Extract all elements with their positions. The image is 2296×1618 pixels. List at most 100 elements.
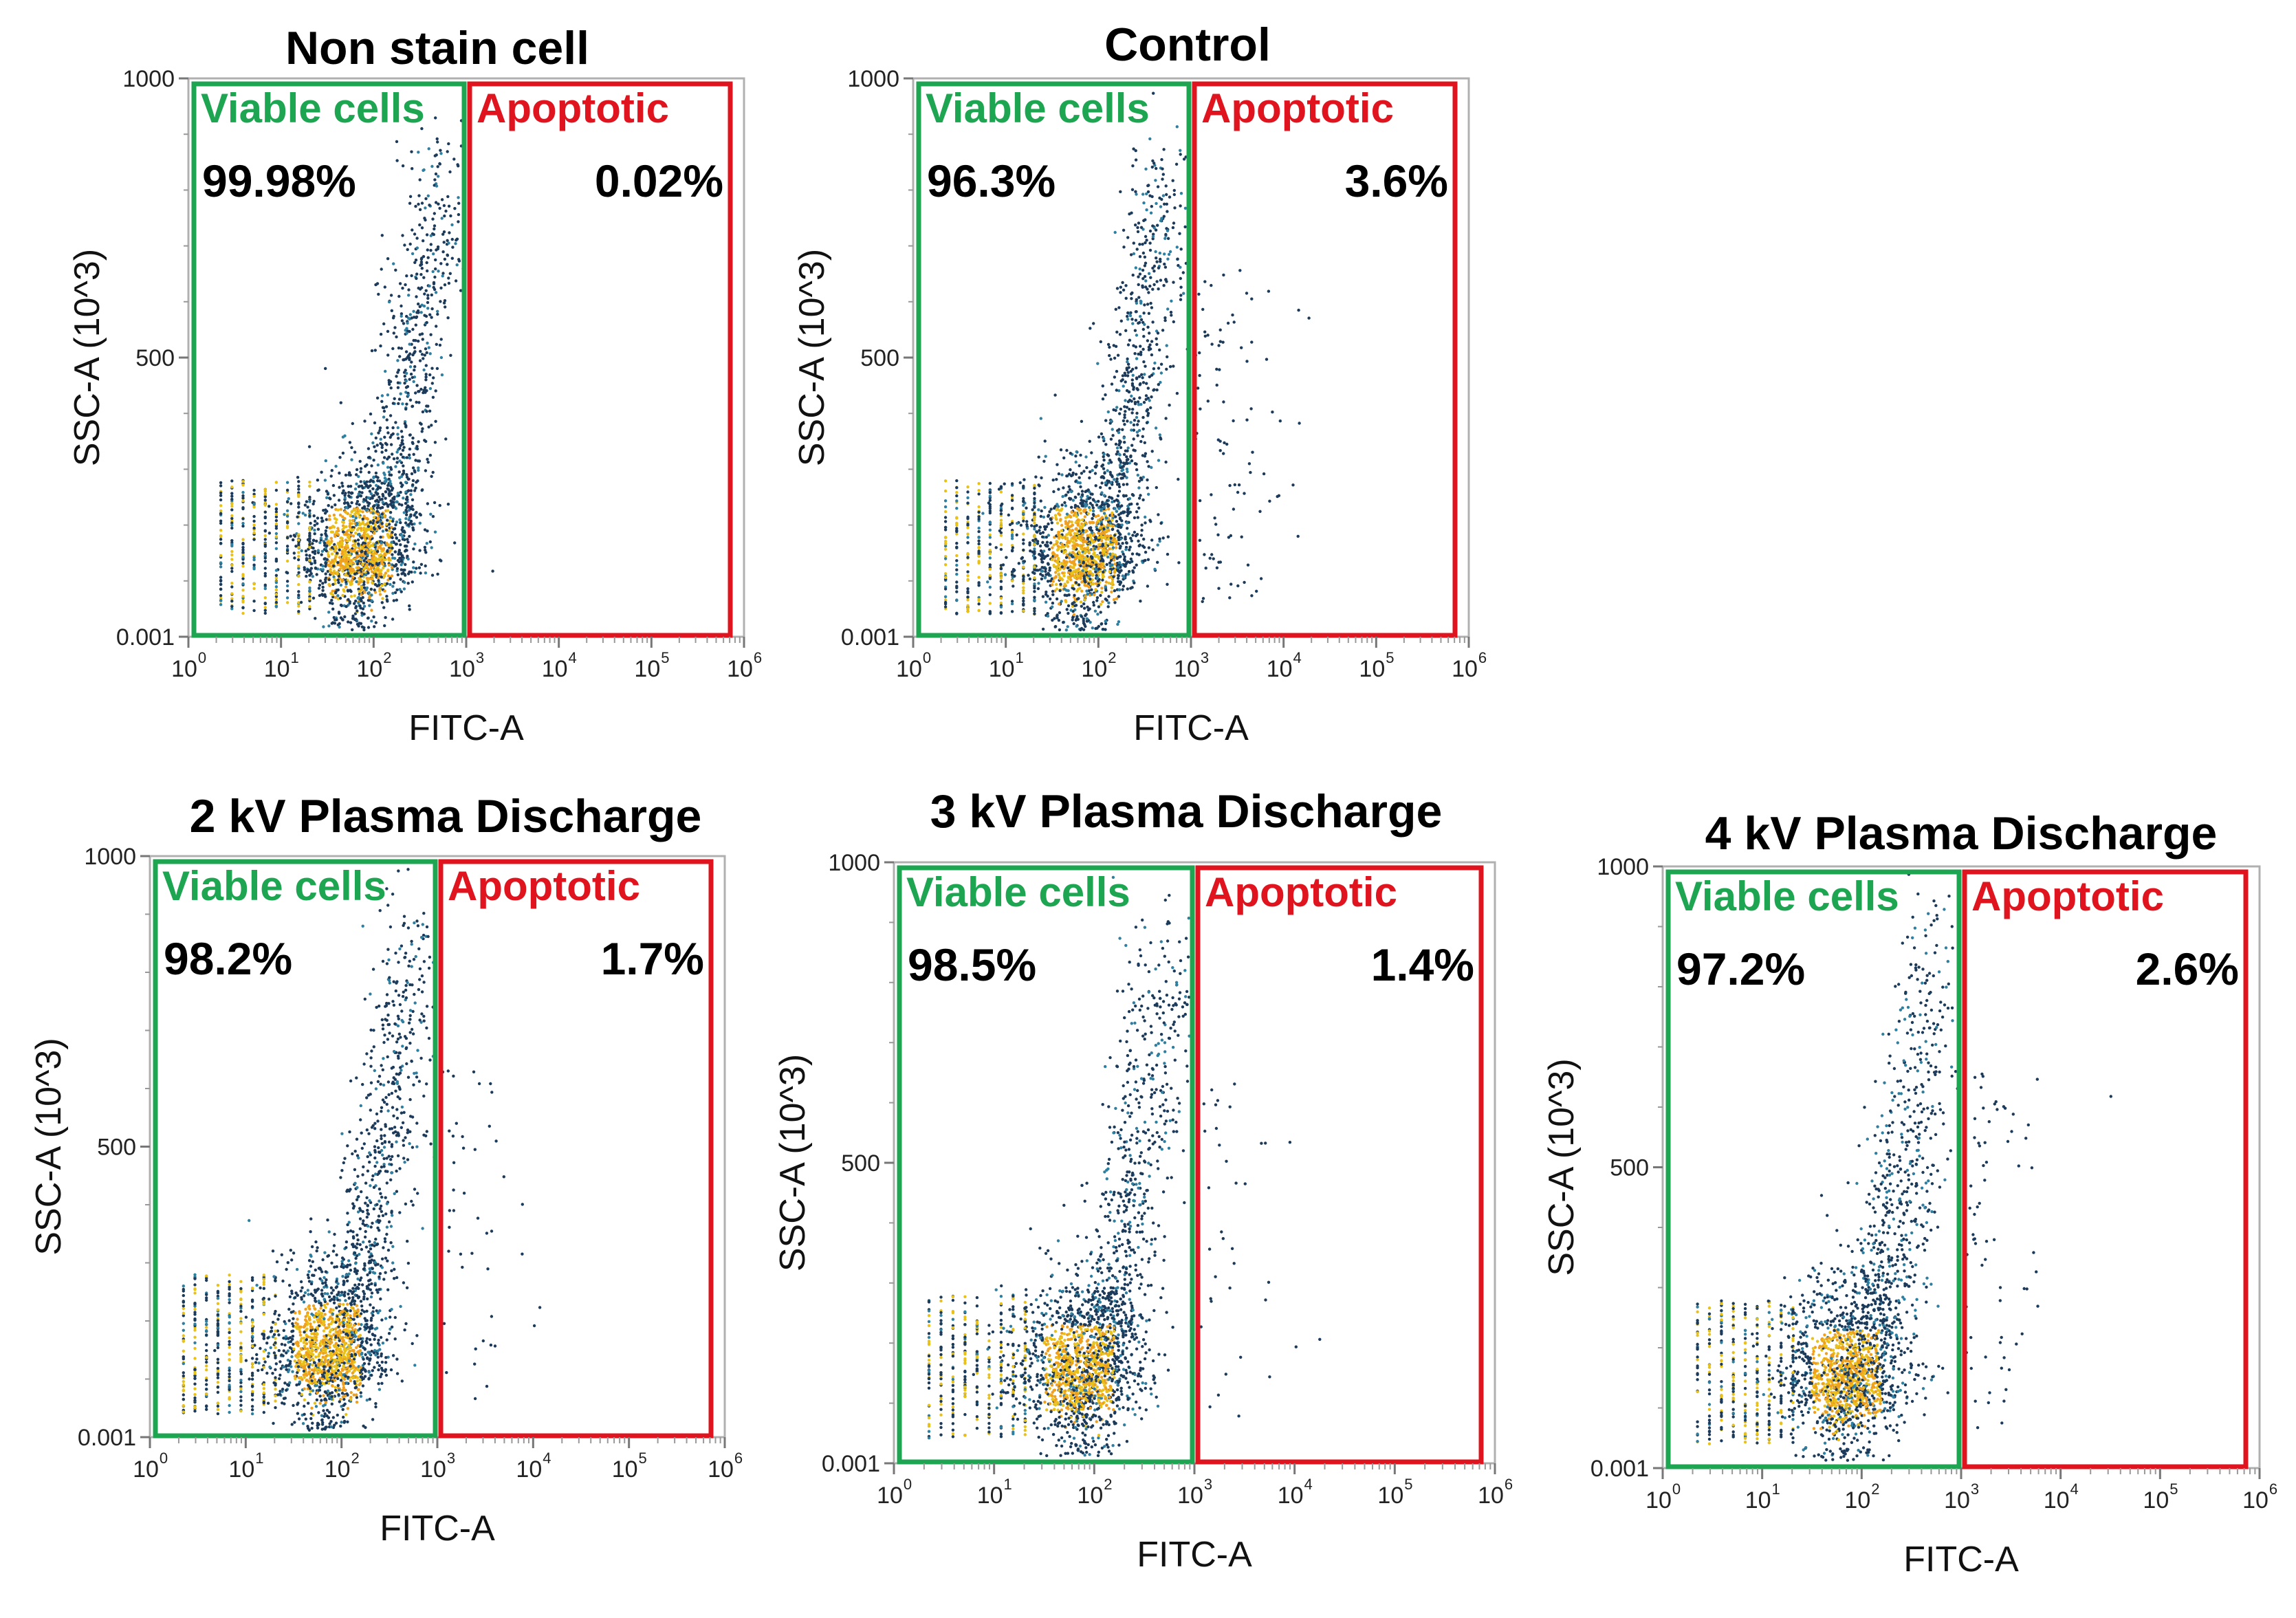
panel-title: 3 kV Plasma Discharge: [930, 785, 1443, 838]
panel-4: 3 kV Plasma Discharge Viable cells 98.5% Ap…: [773, 785, 1513, 1575]
x-tick-exponent: 4: [1293, 649, 1302, 666]
x-tick-label: 10: [612, 1456, 638, 1483]
x-tick-label: 10: [133, 1456, 159, 1483]
y-tick-label: 1000: [847, 66, 899, 92]
panel-5: 4 kV Plasma Discharge Viable cells 97.2% Ap…: [1542, 807, 2277, 1579]
scatter-dots: [1696, 873, 2112, 1462]
x-tick-label: 10: [356, 656, 382, 682]
y-tick-label: 500: [841, 1150, 880, 1177]
scatter-dots: [182, 868, 542, 1432]
x-tick-exponent: 3: [447, 1450, 455, 1467]
apoptotic-percent: 2.6%: [2136, 943, 2239, 994]
apoptotic-gate-label: Apoptotic: [1971, 873, 2164, 919]
x-tick-exponent: 3: [1201, 649, 1209, 666]
x-tick-label: 10: [1278, 1483, 1304, 1509]
x-tick-label: 10: [516, 1456, 542, 1483]
viable-gate-label: Viable cells: [926, 85, 1150, 131]
x-tick-label: 10: [896, 656, 922, 682]
x-tick-label: 10: [1478, 1483, 1504, 1509]
viable-gate: [897, 865, 1195, 1465]
x-tick-exponent: 4: [569, 649, 577, 666]
y-axis-label: SSC-A (10^3): [29, 1038, 69, 1255]
x-tick-exponent: 5: [1404, 1476, 1412, 1493]
viable-gate-label: Viable cells: [201, 85, 425, 131]
x-tick-label: 10: [1745, 1487, 1771, 1513]
x-tick-label: 10: [1944, 1487, 1970, 1513]
x-tick-exponent: 6: [1478, 649, 1487, 666]
y-axis-label: SSC-A (10^3): [792, 249, 832, 466]
x-tick-exponent: 6: [2269, 1480, 2277, 1498]
y-axis-label: SSC-A (10^3): [1542, 1058, 1582, 1276]
panel-1: Non stain cell Viable cells 99.98% Apoptoti…: [67, 22, 762, 748]
y-tick-label: 1000: [828, 850, 880, 876]
x-tick-label: 10: [1267, 656, 1293, 682]
x-tick-label: 10: [420, 1456, 446, 1483]
viable-percent: 97.2%: [1676, 943, 1805, 994]
apoptotic-percent: 1.4%: [1371, 939, 1474, 990]
panel-title: Control: [1104, 19, 1271, 71]
x-tick-label: 10: [542, 656, 568, 682]
x-tick-exponent: 5: [1386, 649, 1394, 666]
y-tick-label: 0.001: [841, 624, 899, 651]
y-tick-label: 1000: [84, 844, 136, 870]
scatter-dots: [219, 116, 494, 632]
viable-percent: 98.2%: [164, 933, 292, 984]
x-tick-exponent: 2: [1108, 649, 1116, 666]
x-tick-exponent: 2: [1871, 1480, 1879, 1498]
x-axis-label: FITC-A: [1133, 708, 1249, 748]
y-tick-label: 500: [97, 1135, 136, 1161]
y-tick-label: 500: [135, 345, 175, 371]
x-tick-label: 10: [1081, 656, 1107, 682]
x-tick-label: 10: [1844, 1487, 1870, 1513]
x-axis-label: FITC-A: [408, 708, 524, 748]
x-tick-label: 10: [2242, 1487, 2268, 1513]
x-tick-exponent: 2: [351, 1450, 360, 1467]
apoptotic-gate-label: Apoptotic: [1201, 85, 1394, 131]
apoptotic-percent: 0.02%: [595, 155, 723, 206]
x-axis-label: FITC-A: [1137, 1535, 1252, 1575]
x-tick-exponent: 1: [1016, 649, 1024, 666]
viable-percent: 96.3%: [927, 155, 1056, 206]
x-tick-exponent: 5: [639, 1450, 647, 1467]
x-tick-exponent: 5: [2169, 1480, 2178, 1498]
y-tick-label: 500: [1610, 1155, 1649, 1181]
apoptotic-percent: 3.6%: [1345, 155, 1448, 206]
x-tick-exponent: 1: [255, 1450, 263, 1467]
x-tick-exponent: 4: [543, 1450, 551, 1467]
viable-gate: [153, 859, 438, 1439]
x-tick-label: 10: [449, 656, 475, 682]
y-tick-label: 500: [860, 345, 899, 371]
x-tick-exponent: 0: [1672, 1480, 1681, 1498]
viable-percent: 99.98%: [202, 155, 356, 206]
x-tick-exponent: 0: [904, 1476, 912, 1493]
apoptotic-gate: [1962, 869, 2249, 1469]
x-tick-label: 10: [708, 1456, 734, 1483]
x-tick-label: 10: [1452, 656, 1478, 682]
x-tick-label: 10: [634, 656, 660, 682]
panel-title: Non stain cell: [285, 22, 589, 74]
x-tick-exponent: 0: [923, 649, 931, 666]
x-tick-label: 10: [989, 656, 1015, 682]
viable-gate: [191, 81, 467, 638]
x-tick-label: 10: [727, 656, 753, 682]
y-tick-label: 1000: [1597, 854, 1649, 880]
x-tick-label: 10: [977, 1483, 1003, 1509]
viable-gate: [1665, 869, 1962, 1469]
x-tick-label: 10: [2044, 1487, 2070, 1513]
x-tick-exponent: 3: [1204, 1476, 1212, 1493]
x-tick-label: 10: [1646, 1487, 1672, 1513]
apoptotic-gate: [1192, 81, 1458, 638]
x-tick-exponent: 3: [1971, 1480, 1979, 1498]
y-tick-label: 0.001: [822, 1451, 880, 1477]
scatter-dots: [943, 91, 1311, 632]
x-axis-label: FITC-A: [1903, 1540, 2019, 1579]
y-tick-label: 0.001: [1590, 1456, 1649, 1482]
apoptotic-gate: [438, 859, 714, 1439]
x-tick-label: 10: [1177, 1483, 1203, 1509]
x-tick-exponent: 0: [160, 1450, 168, 1467]
x-tick-label: 10: [228, 1456, 254, 1483]
panel-title: 4 kV Plasma Discharge: [1705, 807, 2218, 860]
x-tick-label: 10: [1077, 1483, 1103, 1509]
x-tick-label: 10: [877, 1483, 903, 1509]
